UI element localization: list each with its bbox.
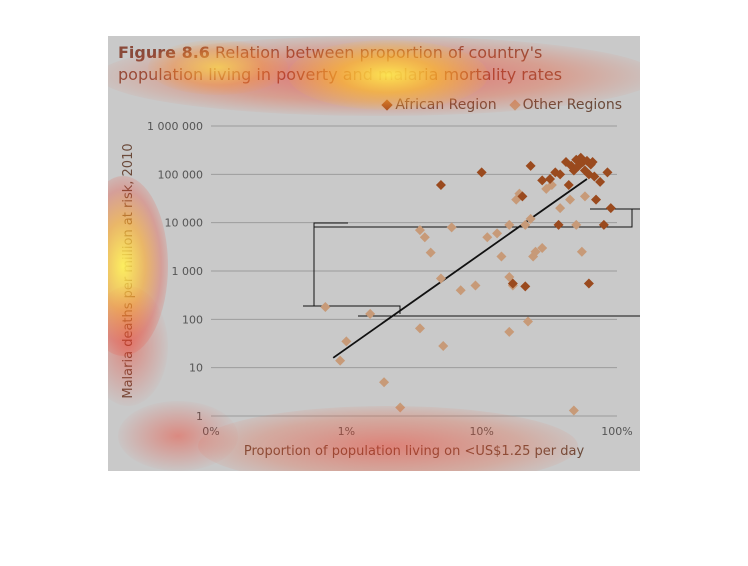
other-regions-point [528, 251, 539, 262]
y-tick-label: 1 [196, 410, 203, 423]
african-region-point [555, 169, 566, 180]
other-regions-point [414, 225, 425, 236]
other-regions-point [365, 308, 376, 319]
trend-layer [332, 178, 588, 359]
other-regions-point [568, 405, 579, 416]
other-regions-point [446, 222, 457, 233]
other-regions-point [492, 228, 503, 239]
y-tick-label: 10 000 [165, 217, 204, 230]
other-regions-point [455, 285, 466, 296]
african-region-point [583, 278, 594, 289]
trend-line [332, 178, 588, 359]
other-regions-point [496, 251, 507, 262]
other-regions-point [555, 203, 566, 214]
other-regions-point [537, 242, 548, 253]
other-regions-point [470, 280, 481, 291]
african-region-point [563, 180, 574, 191]
bracket-line [303, 222, 348, 307]
x-tick-label: 100% [601, 425, 632, 438]
figure-panel: Figure 8.6 Relation between proportion o… [108, 36, 640, 471]
x-tick-label: 0% [202, 425, 219, 438]
other-regions-point [395, 402, 406, 413]
y-tick-label: 10 [189, 362, 203, 375]
african-region-point [476, 167, 487, 178]
other-regions-point [576, 246, 587, 257]
x-tick-label: 1% [338, 425, 355, 438]
other-regions-point [579, 191, 590, 202]
other-regions-point [565, 194, 576, 205]
african-region-point [517, 191, 528, 202]
african-region-point [550, 167, 561, 178]
african-region-point [525, 160, 536, 171]
y-tick-label: 100 000 [158, 168, 204, 181]
other-regions-point [335, 355, 346, 366]
african-region-point [507, 278, 518, 289]
other-regions-point [546, 180, 557, 191]
y-axis-title: Malaria deaths per million at risk, 2010 [121, 143, 136, 398]
african-region-point [520, 281, 531, 292]
scatter-chart: 1 10 100 1 000 10 000 100 000 1 000 000 0% 1% 10%… [121, 120, 640, 459]
y-tick-label: 100 [182, 313, 203, 326]
other-regions-point [530, 246, 541, 257]
african-region-point [537, 175, 548, 186]
african-region-point [605, 203, 616, 214]
other-regions-point [504, 326, 515, 337]
other-regions-point [379, 377, 390, 388]
other-regions-point [514, 188, 525, 199]
other-regions-point [435, 273, 446, 284]
other-regions-point [341, 336, 352, 347]
other-regions-point [571, 219, 582, 230]
african-region-point [602, 167, 613, 178]
annotation-lines [303, 208, 640, 317]
african-region-point [553, 219, 564, 230]
other-regions-point [523, 316, 534, 327]
other-regions-point [504, 219, 515, 230]
african-region-point [595, 176, 606, 187]
other-regions-point [520, 219, 531, 230]
other-regions-point [504, 272, 515, 283]
african-region-point [587, 156, 598, 167]
other-regions-point [525, 213, 536, 224]
african-region-point [435, 180, 446, 191]
x-tick-label: 10% [469, 425, 493, 438]
other-regions-point [320, 301, 331, 312]
other-regions-point [419, 232, 430, 243]
other-regions-point [425, 247, 436, 258]
other-regions-point [482, 232, 493, 243]
african-region-point [591, 194, 602, 205]
other-regions-point [414, 323, 425, 334]
african-region-point [589, 171, 600, 182]
x-axis-title: Proportion of population living on <US$1… [244, 444, 585, 459]
y-tick-label: 1 000 [172, 265, 204, 278]
african-region-point [545, 174, 556, 185]
other-regions-point [438, 341, 449, 352]
y-tick-label: 1 000 000 [147, 120, 203, 133]
african-region-point [571, 154, 582, 165]
bracket-line [314, 208, 633, 228]
points-layer [320, 152, 616, 416]
african-region-point [598, 219, 609, 230]
